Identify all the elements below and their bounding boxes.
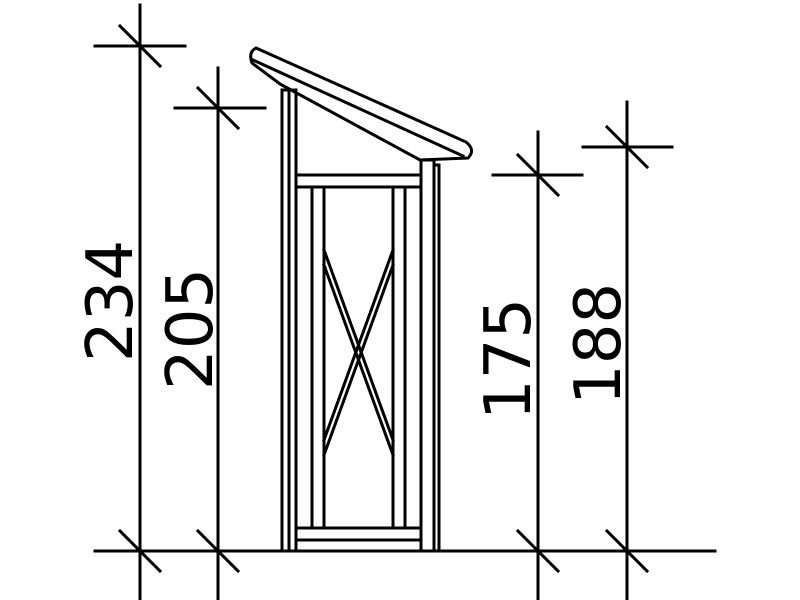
dimension-label-back-height: 188 [562,283,636,405]
dimension-door-height: 175 [472,130,584,600]
dimension-front-height: 205 [154,66,267,600]
dimension-total-height: 234 [74,3,187,600]
top-rail [294,173,423,189]
dimension-label-front-height: 205 [154,268,228,390]
dimension-label-door-height: 175 [472,298,546,420]
back-post [419,158,436,553]
inner-slat-right [391,185,407,530]
shed-structure [249,46,473,553]
inner-slat-left [310,185,326,530]
dimension-back-height: 188 [562,100,674,600]
bottom-rail [294,526,423,542]
cross-brace [322,248,395,457]
dimension-label-total-height: 234 [74,240,148,362]
